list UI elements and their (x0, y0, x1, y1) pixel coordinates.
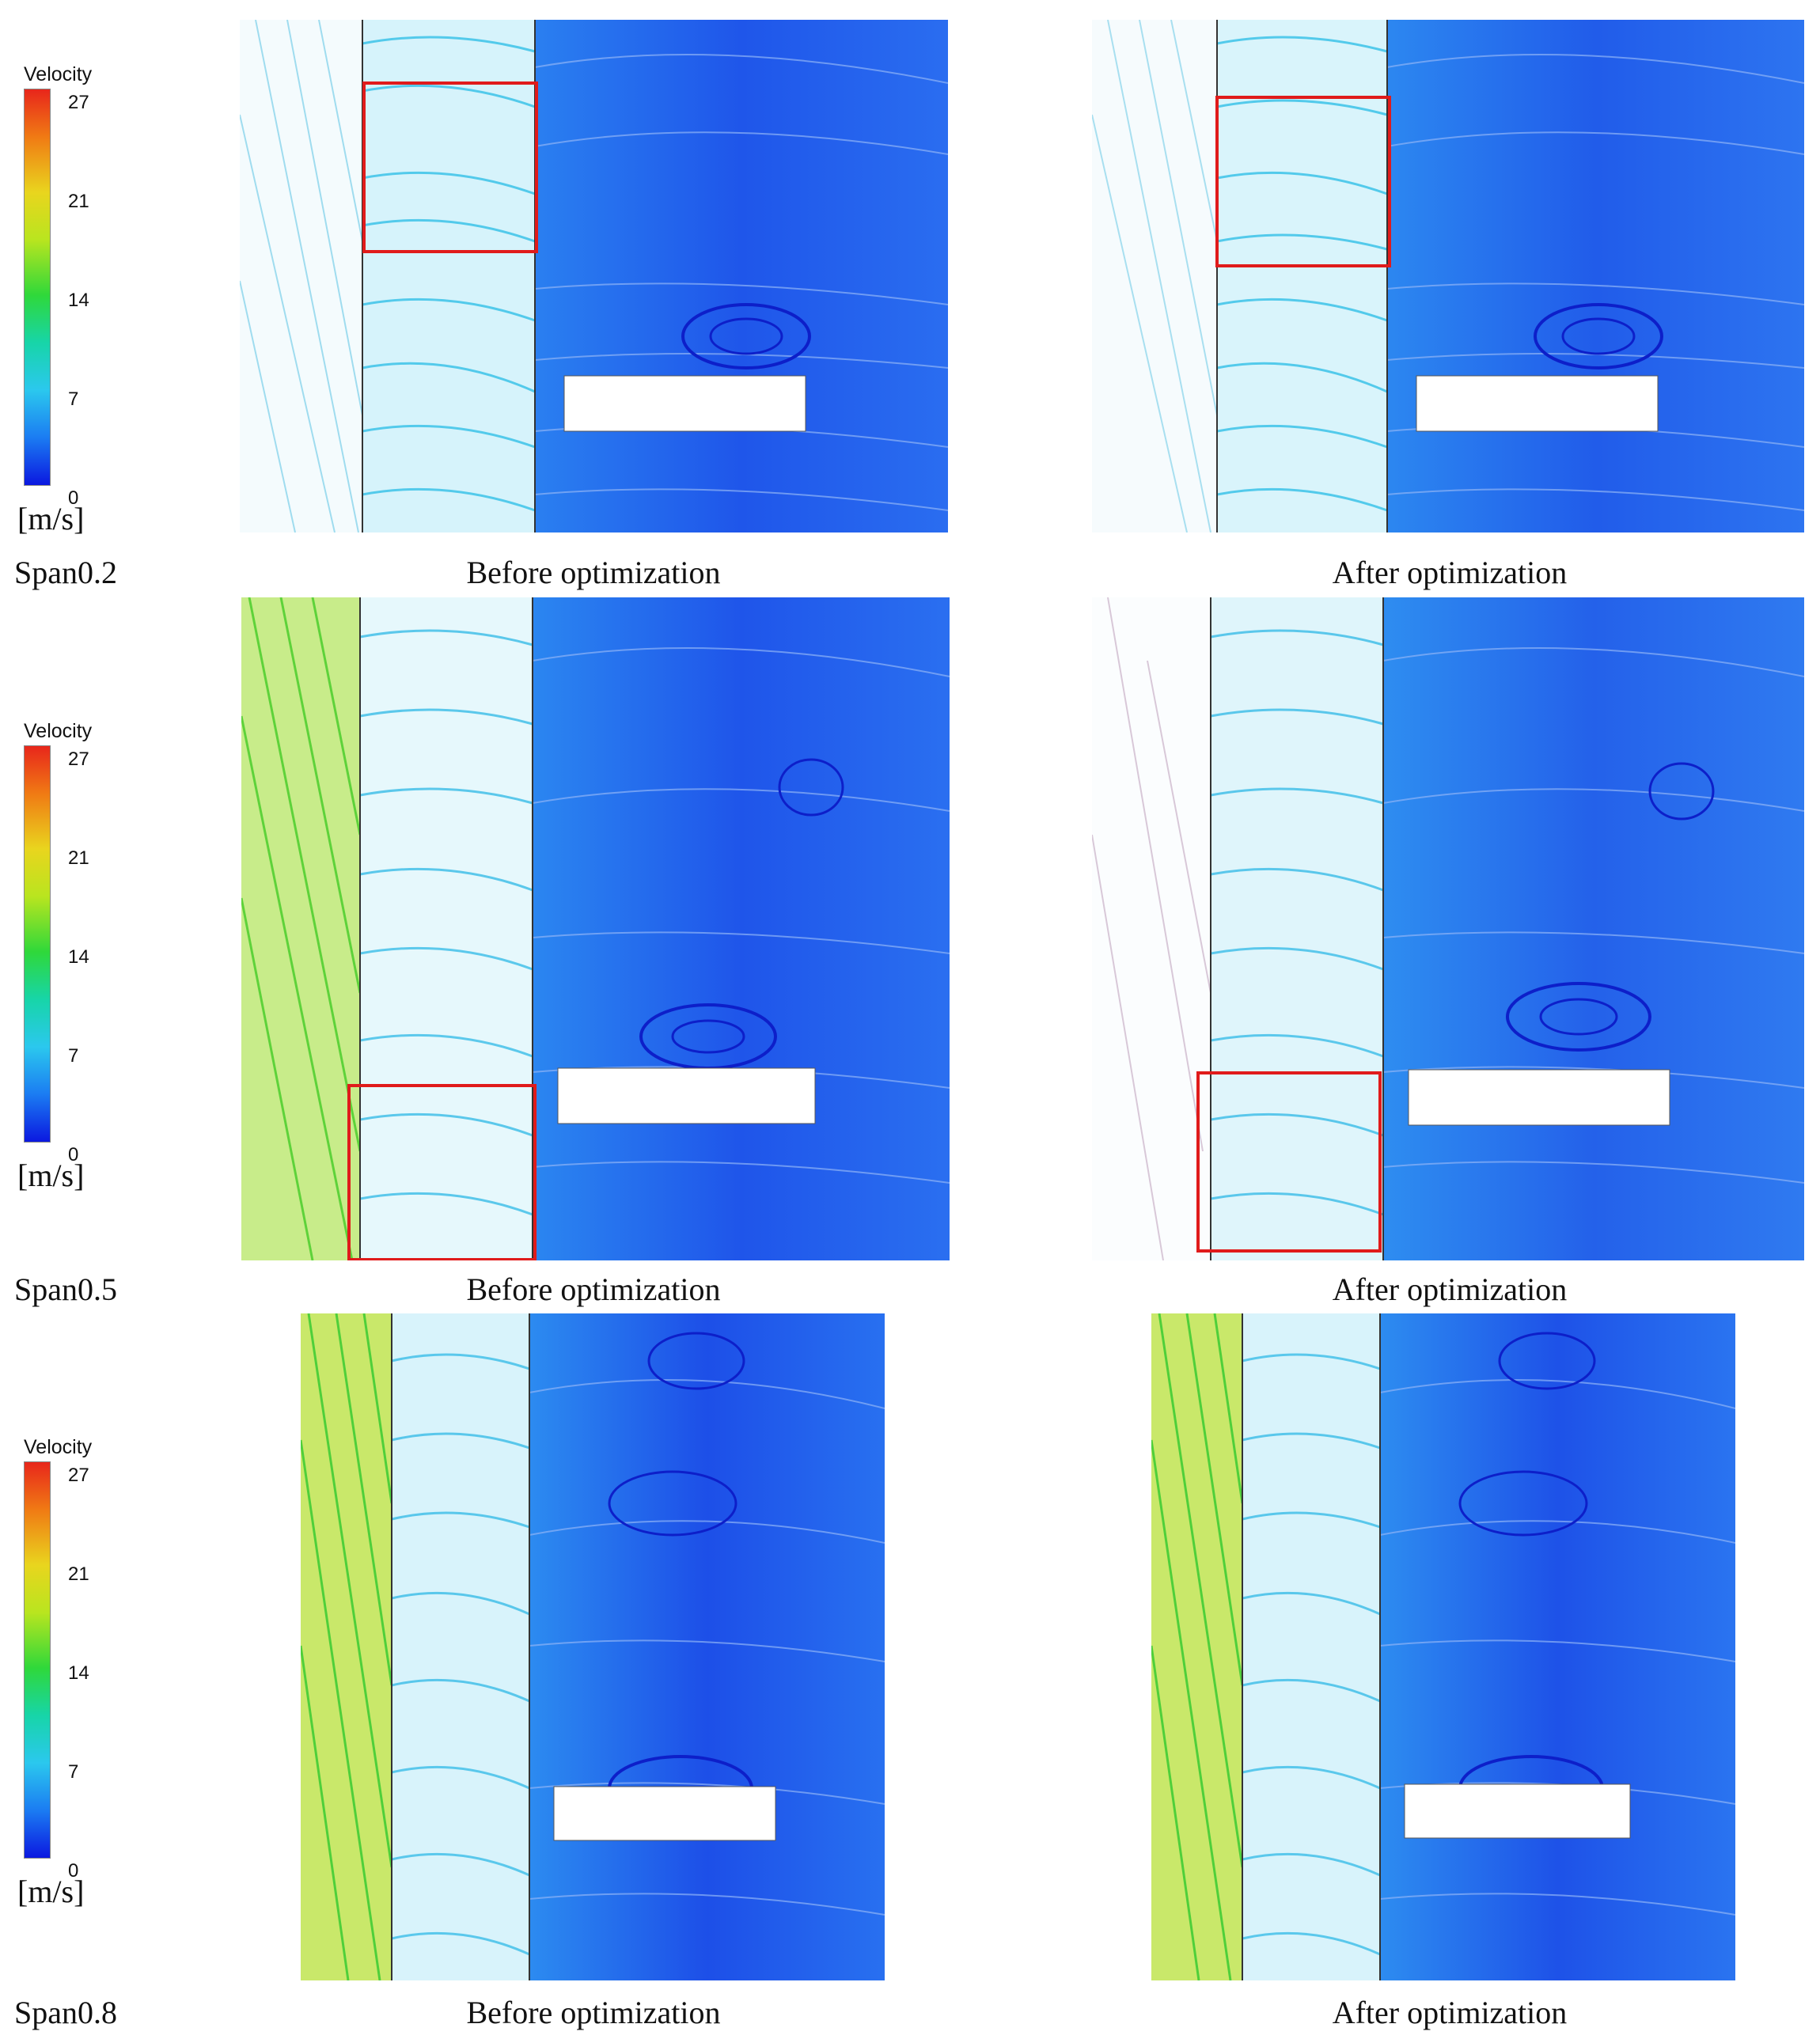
streamline-panel-after (1151, 1313, 1735, 1980)
legend-unit: [m/s] (17, 501, 85, 536)
highlight-box (347, 1084, 537, 1260)
legend-unit: [m/s] (17, 1158, 85, 1193)
streamline-panel-before (241, 597, 950, 1260)
row-span-0-5: Velocity 27 21 14 7 0 [m/s] (0, 593, 1820, 1313)
row-span-0-8: Velocity 27 21 14 7 0 [m/s] (0, 1313, 1820, 2039)
legend-tick-27: 27 (68, 92, 89, 113)
legend-tick-21: 21 (68, 191, 89, 212)
streamline-panel-after (1092, 20, 1804, 532)
legend-tick-0: 0 (68, 1860, 79, 1882)
velocity-colorbar (24, 1461, 51, 1859)
caption-before: Before optimization (466, 1995, 721, 2030)
legend-tick-21: 21 (68, 1563, 89, 1585)
span-label: Span0.5 (14, 1272, 117, 1307)
caption-before: Before optimization (466, 555, 721, 590)
legend-tick-27: 27 (68, 1465, 89, 1486)
legend-tick-14: 14 (68, 290, 89, 311)
legend-unit: [m/s] (17, 1874, 85, 1909)
legend-tick-27: 27 (68, 749, 89, 770)
legend-tick-7: 7 (68, 1761, 79, 1783)
caption-after: After optimization (1332, 1272, 1568, 1307)
row-span-0-2: Velocity 27 21 14 7 0 [m/s] (0, 0, 1820, 593)
legend-tick-0: 0 (68, 1144, 79, 1165)
highlight-box (362, 81, 538, 253)
velocity-legend: Velocity 27 21 14 7 0 [m/s] (0, 1436, 158, 1927)
legend-title: Velocity (24, 63, 93, 85)
span-label: Span0.2 (14, 555, 117, 590)
legend-tick-7: 7 (68, 388, 79, 410)
streamline-panel-after (1092, 597, 1804, 1260)
legend-tick-7: 7 (68, 1045, 79, 1067)
legend-tick-14: 14 (68, 946, 89, 968)
caption-before: Before optimization (466, 1272, 721, 1307)
caption-after: After optimization (1332, 1995, 1568, 2030)
velocity-colorbar (24, 89, 51, 486)
legend-title: Velocity (24, 1436, 93, 1458)
velocity-legend: Velocity 27 21 14 7 0 [m/s] (0, 63, 158, 554)
highlight-box (1215, 96, 1391, 267)
streamline-panel-before (301, 1313, 885, 1980)
legend-tick-14: 14 (68, 1662, 89, 1684)
legend-title: Velocity (24, 720, 93, 742)
caption-after: After optimization (1332, 555, 1568, 590)
streamline-panel-before (240, 20, 948, 532)
span-label: Span0.8 (14, 1995, 117, 2030)
velocity-legend: Velocity 27 21 14 7 0 [m/s] (0, 720, 158, 1211)
legend-tick-0: 0 (68, 487, 79, 509)
highlight-box (1196, 1071, 1382, 1253)
velocity-colorbar (24, 745, 51, 1143)
legend-tick-21: 21 (68, 847, 89, 869)
